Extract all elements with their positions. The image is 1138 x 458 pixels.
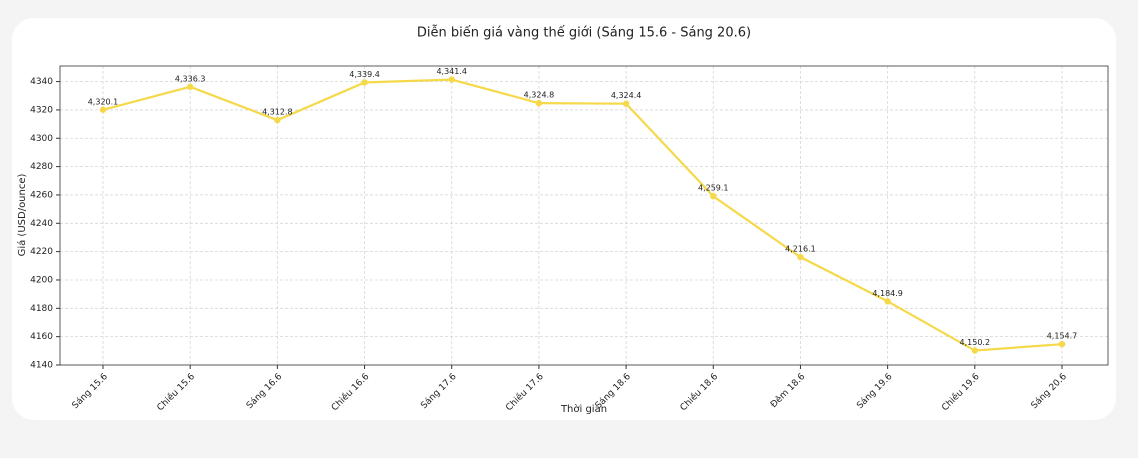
point: [274, 116, 281, 124]
value-label: 4,320.1: [88, 97, 119, 106]
value-label: 4,339.4: [349, 70, 380, 79]
point: [448, 76, 455, 83]
y-tick-label: 4300: [30, 134, 53, 144]
y-tick-label: 4220: [30, 247, 53, 257]
value-label: 4,184.9: [872, 289, 903, 298]
y-tick-label: 4320: [30, 105, 53, 115]
value-label: 4,312.8: [262, 108, 293, 117]
point: [884, 298, 891, 305]
x-axis-label: Thời gian: [560, 403, 607, 415]
chart-title: Diễn biến giá vàng thế giới (Sáng 15.6 -…: [417, 26, 751, 41]
y-axis-label: Giá (USD/ounce): [16, 173, 28, 256]
point: [797, 253, 804, 261]
card: [12, 18, 1116, 420]
value-label: 4,150.2: [960, 338, 991, 347]
y-tick-label: 4260: [30, 190, 53, 200]
y-tick-label: 4160: [30, 332, 53, 342]
value-label: 4,216.1: [785, 245, 816, 254]
point: [186, 83, 194, 91]
point: [99, 106, 107, 113]
point: [971, 347, 979, 354]
value-label: 4,336.3: [175, 74, 206, 83]
point: [361, 79, 368, 86]
y-tick-label: 4180: [30, 304, 53, 314]
point: [1058, 340, 1066, 348]
y-tick-label: 4200: [30, 275, 53, 285]
value-label: 4,259.1: [698, 184, 729, 193]
line: [102, 78, 1063, 352]
point: [710, 193, 717, 200]
y-tick-label: 4240: [30, 219, 53, 229]
value-label: 4,324.8: [524, 91, 555, 100]
value-label: 4,154.7: [1047, 332, 1078, 341]
y-tick-label: 4140: [30, 361, 53, 371]
plot-frame: [59, 65, 1109, 366]
value-label: 4,341.4: [436, 67, 467, 76]
point: [535, 99, 543, 107]
y-tick-label: 4340: [30, 77, 53, 87]
point: [622, 100, 630, 107]
value-label: 4,324.4: [611, 91, 642, 100]
y-tick-label: 4280: [30, 162, 53, 172]
